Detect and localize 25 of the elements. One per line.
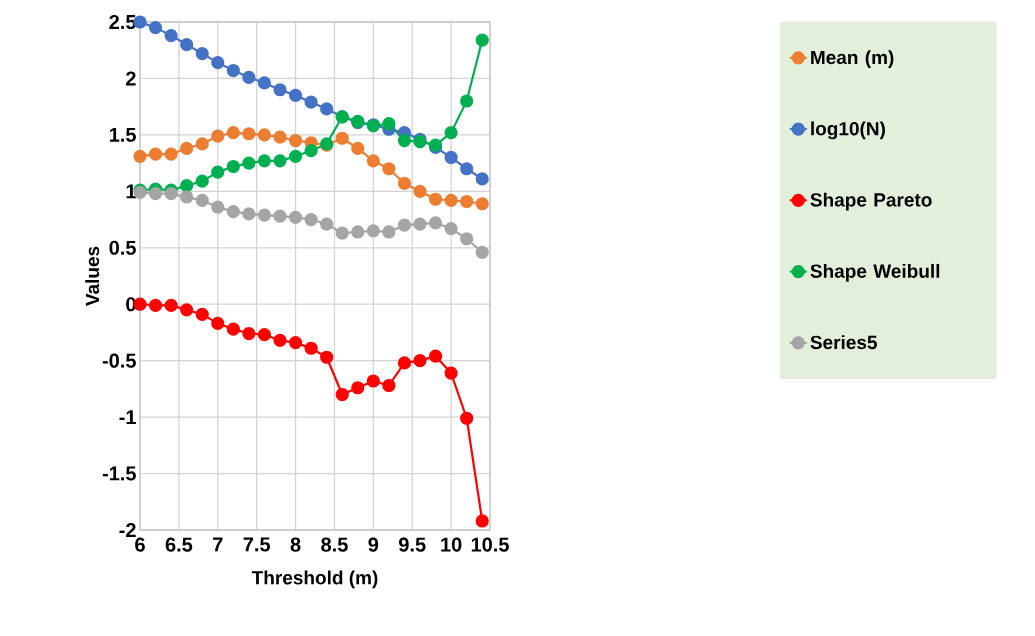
y-tick-label: 0.5 <box>109 240 136 255</box>
y-tick-label: -1.5 <box>102 466 136 481</box>
x-tick-label: 10.5 <box>471 537 509 552</box>
y-tick-label: 1.5 <box>109 127 136 142</box>
y-axis-title: Values <box>85 246 100 306</box>
x-tick-label: 6 <box>135 537 145 552</box>
x-tick-label: 9 <box>368 537 379 552</box>
y-tick-label: -1 <box>119 410 136 424</box>
x-axis-title: Threshold (m) <box>251 570 378 589</box>
legend-label: log10(N) <box>811 121 885 140</box>
legend-label: Shape Weibull <box>810 263 940 282</box>
legend-label: Shape Pareto <box>810 192 932 211</box>
legend-label: Series5 <box>810 335 877 350</box>
x-tick-label: 9.5 <box>399 537 426 552</box>
x-tick-label: 6.5 <box>165 537 193 552</box>
y-tick-label: 2 <box>126 71 136 86</box>
legend-label: Mean (m) <box>811 50 894 68</box>
x-tick-label: 7 <box>213 537 223 552</box>
y-tick-label: 1 <box>126 184 136 199</box>
y-tick-label: -0.5 <box>102 353 136 368</box>
x-tick-label: 8.5 <box>321 537 348 552</box>
y-tick-label: -2 <box>119 523 136 537</box>
x-tick-label: 10 <box>441 537 462 552</box>
x-tick-label: 7.5 <box>243 537 271 552</box>
x-tick-label: 8 <box>290 537 301 552</box>
